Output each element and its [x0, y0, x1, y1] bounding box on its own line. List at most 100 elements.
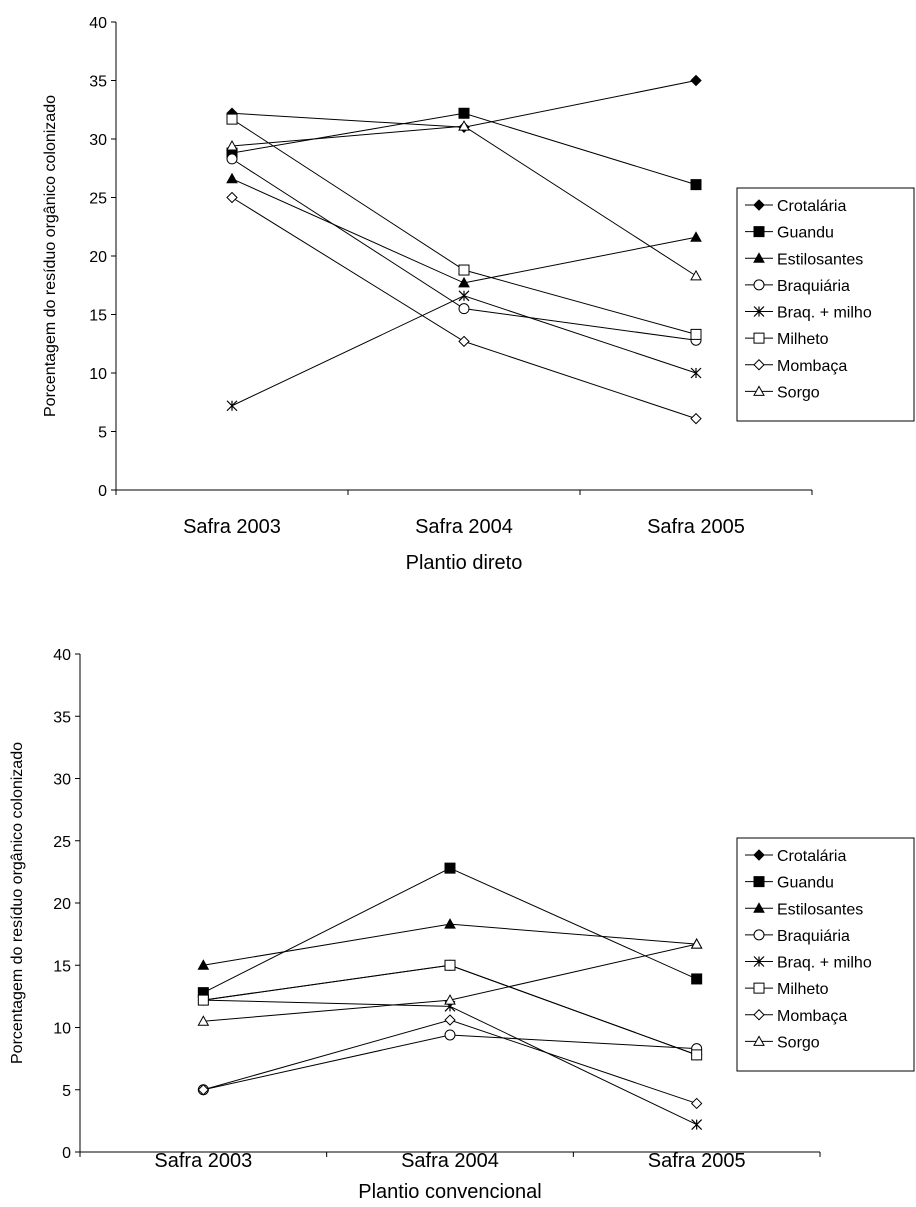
series-estilosantes: [226, 172, 702, 288]
legend-item: Guandu: [745, 225, 834, 242]
legend-label: Guandu: [777, 875, 834, 892]
y-tick-label: 30: [53, 772, 71, 789]
legend-item: Braq. + milho: [745, 305, 872, 322]
data-point: [458, 264, 470, 276]
legend-marker: [753, 279, 765, 291]
legend-marker: [753, 359, 765, 371]
data-point: [444, 1029, 456, 1041]
x-axis-title: Plantio convencional: [358, 1181, 541, 1203]
series-line: [231, 125, 697, 277]
legend: Crotalária Guandu Estilosantes Braquiária Br…: [736, 837, 915, 1072]
series-momba-a: [226, 191, 702, 425]
data-point: [444, 959, 456, 971]
data-point: [197, 959, 210, 970]
data-point: [690, 179, 702, 191]
legend-label: Milheto: [777, 331, 829, 348]
y-axis-title: Porcentagem do resíduo orgânico coloniza…: [9, 742, 26, 1064]
legend-marker: [753, 199, 765, 211]
data-point: [458, 335, 470, 348]
chart-1: 0 5 10 15 20 25 30 35 40 Safra 2003 Safra 2004 Safr…: [42, 15, 915, 574]
data-point: [690, 74, 702, 87]
legend-marker: [753, 306, 765, 317]
x-tick-label: Safra 2003: [183, 516, 281, 538]
legend-marker: [753, 849, 765, 861]
data-point: [690, 269, 702, 281]
data-point: [458, 303, 470, 315]
legend: Crotalária Guandu Estilosantes Braquiária Br…: [736, 187, 915, 422]
data-point: [458, 107, 470, 119]
series-milheto: [197, 959, 703, 1061]
legend-item: Sorgo: [745, 1034, 820, 1051]
y-tick-label: 15: [89, 308, 107, 325]
y-tick-label: 25: [89, 191, 107, 208]
data-point: [226, 191, 238, 204]
y-tick-label: 35: [89, 74, 107, 91]
legend-item: Estilosantes: [745, 901, 863, 918]
data-point: [690, 367, 702, 379]
legend-item: Crotalária: [745, 198, 846, 215]
legend-marker: [753, 982, 765, 994]
data-point: [690, 231, 702, 242]
legend-item: Milheto: [745, 981, 829, 998]
data-point: [691, 1119, 703, 1131]
legend-marker: [753, 1035, 765, 1046]
legend-item: Mombaça: [745, 1008, 847, 1025]
y-tick-label: 40: [89, 15, 107, 32]
legend-label: Milheto: [777, 981, 829, 998]
data-point: [197, 1084, 210, 1096]
legend-label: Braquiária: [777, 928, 850, 945]
data-point: [458, 290, 470, 302]
data-point: [691, 973, 703, 985]
series-braqui-ria: [197, 1029, 703, 1096]
y-axis-title: Porcentagem do resíduo orgânico coloniza…: [42, 95, 59, 417]
legend-marker: [753, 929, 765, 941]
data-point: [197, 1015, 210, 1026]
x-tick-label: Safra 2004: [401, 1150, 499, 1172]
series-line: [231, 118, 697, 335]
legend-label: Braq. + milho: [777, 305, 872, 322]
x-tick-label: Safra 2005: [647, 516, 745, 538]
y-tick-label: 5: [62, 1083, 71, 1100]
legend-item: Braquiária: [745, 928, 850, 945]
legend-marker: [753, 252, 765, 263]
y-tick-label: 20: [53, 896, 71, 913]
series-line: [203, 1034, 697, 1091]
y-tick-label: 25: [53, 834, 71, 851]
legend-marker: [753, 956, 765, 967]
legend-marker: [753, 332, 765, 344]
y-tick-label: 10: [89, 366, 107, 383]
data-point: [226, 153, 238, 165]
legend-label: Mombaça: [777, 1008, 847, 1025]
x-tick-label: Safra 2003: [154, 1150, 252, 1172]
data-point: [226, 139, 238, 151]
y-tick-label: 40: [53, 647, 71, 664]
legend-item: Milheto: [745, 331, 829, 348]
legend-item: Braquiária: [745, 278, 850, 295]
legend-marker: [753, 876, 765, 888]
data-point: [691, 1049, 703, 1061]
legend-label: Braquiária: [777, 278, 850, 295]
data-point: [458, 276, 470, 288]
series-line: [203, 923, 697, 966]
x-axis-title: Plantio direto: [406, 552, 523, 574]
data-point: [226, 172, 238, 184]
data-point: [444, 862, 456, 874]
legend-label: Crotalária: [777, 198, 846, 215]
legend-label: Sorgo: [777, 1034, 820, 1051]
series-braq-milho: [226, 290, 702, 412]
legend-item: Braq. + milho: [745, 955, 872, 972]
legend-marker: [753, 1009, 765, 1021]
data-point: [444, 1014, 456, 1026]
series-line: [203, 867, 697, 994]
legend-label: Braq. + milho: [777, 955, 872, 972]
x-tick-label: Safra 2004: [415, 516, 513, 538]
series-milheto: [226, 113, 702, 340]
legend-item: Guandu: [745, 875, 834, 892]
series-guandu: [197, 862, 703, 999]
data-point: [690, 1097, 703, 1110]
series-momba-a: [197, 1014, 703, 1110]
legend-marker: [753, 226, 765, 238]
series-sorgo: [226, 120, 702, 281]
data-point: [458, 120, 470, 131]
